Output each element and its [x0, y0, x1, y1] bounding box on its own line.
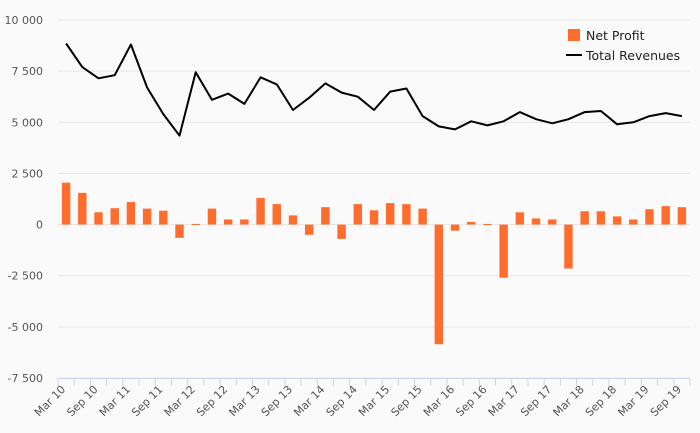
y-tick-label: -2 500 — [8, 270, 43, 283]
net-profit-bar — [418, 208, 427, 225]
legend-label-net-profit[interactable]: Net Profit — [586, 28, 645, 43]
net-profit-bar — [596, 211, 606, 225]
net-profit-bar — [256, 197, 265, 225]
net-profit-bar — [645, 209, 654, 225]
net-profit-bar — [272, 204, 281, 225]
net-profit-bar — [223, 219, 233, 225]
net-profit-bar — [369, 210, 379, 225]
net-profit-bars — [61, 182, 687, 345]
net-profit-bar — [661, 206, 670, 225]
net-profit-bar — [402, 204, 411, 225]
x-tick-label: Mar 16 — [421, 383, 457, 419]
net-profit-bar — [288, 215, 298, 225]
x-tick-label: Sep 15 — [389, 383, 425, 419]
net-profit-bar — [580, 211, 589, 225]
net-profit-bar — [483, 223, 492, 225]
legend-swatch-net-profit — [568, 29, 580, 41]
net-profit-bar — [353, 204, 363, 225]
net-profit-bar — [548, 219, 557, 225]
total-revenues-line — [65, 42, 683, 137]
y-tick-label: 5 000 — [12, 116, 44, 129]
net-profit-bar — [126, 202, 136, 225]
x-tick-label: Mar 14 — [291, 383, 327, 419]
net-profit-bar — [629, 219, 638, 225]
net-profit-bar — [159, 210, 168, 225]
x-tick-label: Mar 10 — [32, 383, 68, 419]
total-revenues-line-layer — [65, 42, 683, 137]
net-profit-bar — [175, 224, 184, 238]
net-profit-bar — [467, 221, 476, 225]
y-tick-label: -7 500 — [8, 372, 43, 385]
x-tick-label: Sep 11 — [129, 383, 165, 419]
x-tick-label: Mar 19 — [615, 383, 651, 419]
x-tick-label: Sep 14 — [324, 383, 360, 419]
x-tick-label: Mar 11 — [97, 383, 133, 419]
y-axis-labels: 10 000 7 500 5 000 2 500 0 -2 500 -5 000 -7 500 — [5, 14, 44, 385]
x-tick-label: Sep 18 — [583, 383, 619, 419]
net-profit-bar — [531, 218, 541, 225]
x-tick-label: Mar 17 — [486, 383, 522, 419]
grid-lines — [57, 19, 691, 386]
net-profit-bar — [304, 224, 314, 235]
net-profit-bar — [207, 208, 217, 225]
x-tick-label: Sep 13 — [259, 383, 295, 419]
y-tick-label: 10 000 — [5, 14, 44, 27]
x-tick-label: Mar 18 — [551, 383, 587, 419]
net-profit-bar — [385, 203, 395, 225]
legend-label-total-revenues[interactable]: Total Revenues — [585, 48, 680, 63]
legend[interactable]: Net Profit Total Revenues — [566, 28, 680, 63]
net-profit-bar — [240, 219, 249, 225]
net-profit-bar — [434, 224, 444, 345]
net-profit-bar — [94, 212, 103, 225]
x-tick-label: Sep 12 — [194, 383, 230, 419]
net-profit-bar — [337, 224, 346, 239]
y-tick-label: 7 500 — [12, 65, 44, 78]
net-profit-bar — [191, 223, 200, 225]
net-profit-bar — [515, 212, 525, 225]
net-profit-bar — [564, 224, 573, 269]
x-tick-label: Mar 12 — [162, 383, 198, 419]
net-profit-bar — [61, 182, 71, 225]
x-tick-label: Mar 13 — [226, 383, 262, 419]
net-profit-bar — [142, 208, 152, 225]
net-profit-bar — [450, 224, 460, 231]
x-tick-label: Sep 19 — [648, 383, 684, 419]
net-profit-bar — [677, 207, 687, 225]
x-tick-label: Mar 15 — [356, 383, 392, 419]
x-tick-label: Sep 17 — [518, 383, 554, 419]
y-tick-label: 2 500 — [12, 167, 44, 180]
net-profit-bar — [78, 192, 87, 225]
y-tick-label: 0 — [36, 219, 43, 232]
net-profit-bar — [499, 224, 508, 278]
net-profit-bar — [612, 216, 622, 225]
net-profit-bar — [110, 208, 119, 225]
net-profit-bar — [321, 207, 330, 225]
x-tick-label: Sep 10 — [64, 383, 100, 419]
x-tick-label: Sep 16 — [453, 383, 489, 419]
y-tick-label: -5 000 — [8, 321, 43, 334]
